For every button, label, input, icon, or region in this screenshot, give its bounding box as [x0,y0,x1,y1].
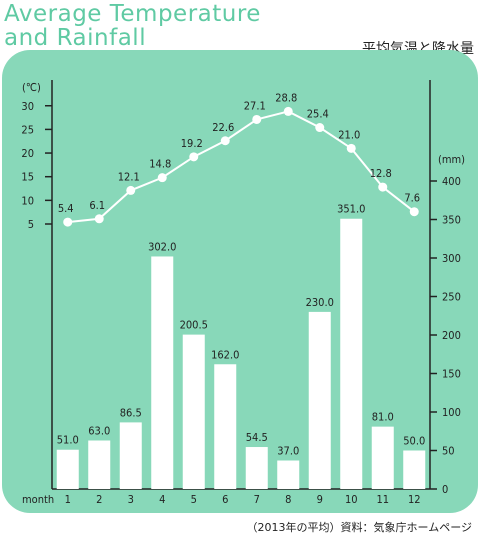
x-tick-label: 10 [345,493,358,506]
x-tick-label: 5 [191,493,197,506]
left-tick-label: 25 [21,123,34,136]
x-tick-label: 4 [159,493,165,506]
rainfall-data-label: 63.0 [88,424,110,437]
chart-title-line1: Average Temperature [4,1,261,27]
x-axis-label: month [22,493,54,506]
temperature-data-label: 27.1 [244,99,266,112]
right-tick-label: 400 [442,175,461,188]
rainfall-data-label: 162.0 [211,348,239,361]
temperature-data-label: 22.6 [212,121,234,134]
x-tick-label: 8 [285,493,291,506]
rainfall-bar [245,447,268,489]
temperature-data-label: 14.8 [149,158,171,171]
right-tick-label: 100 [442,406,461,419]
rainfall-bar [340,218,363,490]
right-tick-label: 150 [442,368,461,381]
x-tick-label: 2 [96,493,102,506]
right-axis-unit: (mm) [438,153,465,166]
source-note: （2013年の平均）資料：気象庁ホームページ [246,521,472,534]
rainfall-data-label: 230.0 [306,296,334,309]
x-tick-label: 9 [317,493,323,506]
rainfall-bar [56,449,79,489]
rainfall-bar [119,422,142,489]
temperature-point [283,106,293,116]
x-tick-label: 12 [408,493,421,506]
rainfall-data-label: 200.5 [180,319,208,332]
temperature-data-label: 5.4 [58,202,74,215]
chart-title-line2: and Rainfall [4,25,147,51]
temperature-point [409,207,419,217]
temperature-data-label: 28.8 [275,91,297,104]
temperature-data-label: 6.1 [89,199,105,212]
rainfall-data-label: 351.0 [337,203,365,216]
left-tick-label: 10 [21,194,34,207]
right-tick-label: 250 [442,291,461,304]
chart-title: Average Temperature and Rainfall [4,2,261,50]
left-tick-label: 15 [21,171,34,184]
rainfall-bar [88,440,111,489]
left-axis-unit: (℃) [22,81,41,94]
temperature-line [67,110,415,224]
rainfall-data-label: 302.0 [148,240,176,253]
temperature-point [126,185,136,195]
x-tick-label: 6 [222,493,228,506]
right-tick-label: 300 [442,252,461,265]
rainfall-data-label: 86.5 [120,406,142,419]
right-tick-label: 0 [442,483,448,496]
right-tick-label: 200 [442,329,461,342]
rainfall-bar [151,256,174,489]
rainfall-bar [308,311,331,489]
rainfall-bar [277,460,300,489]
temperature-data-label: 12.1 [118,170,140,183]
rainfall-data-label: 54.5 [246,431,268,444]
right-tick-label: 50 [442,445,455,458]
rainfall-bar [371,426,394,489]
temperature-point [252,114,262,124]
rainfall-bar [214,364,237,489]
rainfall-data-label: 37.0 [277,445,299,458]
temperature-point [63,217,73,227]
x-tick-label: 11 [376,493,389,506]
left-tick-label: 5 [28,218,34,231]
rainfall-data-label: 50.0 [403,435,425,448]
left-tick-label: 30 [21,100,34,113]
temperature-data-label: 12.8 [370,167,392,180]
temperature-point [189,152,199,162]
x-tick-label: 7 [254,493,260,506]
temperature-point [315,123,325,133]
left-tick-label: 20 [21,147,34,160]
temperature-point [378,182,388,192]
x-tick-label: 3 [128,493,134,506]
temperature-point [220,136,230,146]
rainfall-bar [403,450,426,489]
temperature-data-label: 25.4 [307,108,329,121]
x-tick-label: 1 [65,493,71,506]
rainfall-data-label: 81.0 [372,411,394,424]
temperature-data-label: 21.0 [338,128,360,141]
rainfall-bar [182,334,205,489]
right-tick-label: 350 [442,214,461,227]
temperature-data-label: 7.6 [404,192,420,205]
rainfall-data-label: 51.0 [57,434,79,447]
temperature-point [94,214,104,224]
temperature-point [346,143,356,153]
temperature-point [157,173,167,183]
temperature-data-label: 19.2 [181,137,203,150]
